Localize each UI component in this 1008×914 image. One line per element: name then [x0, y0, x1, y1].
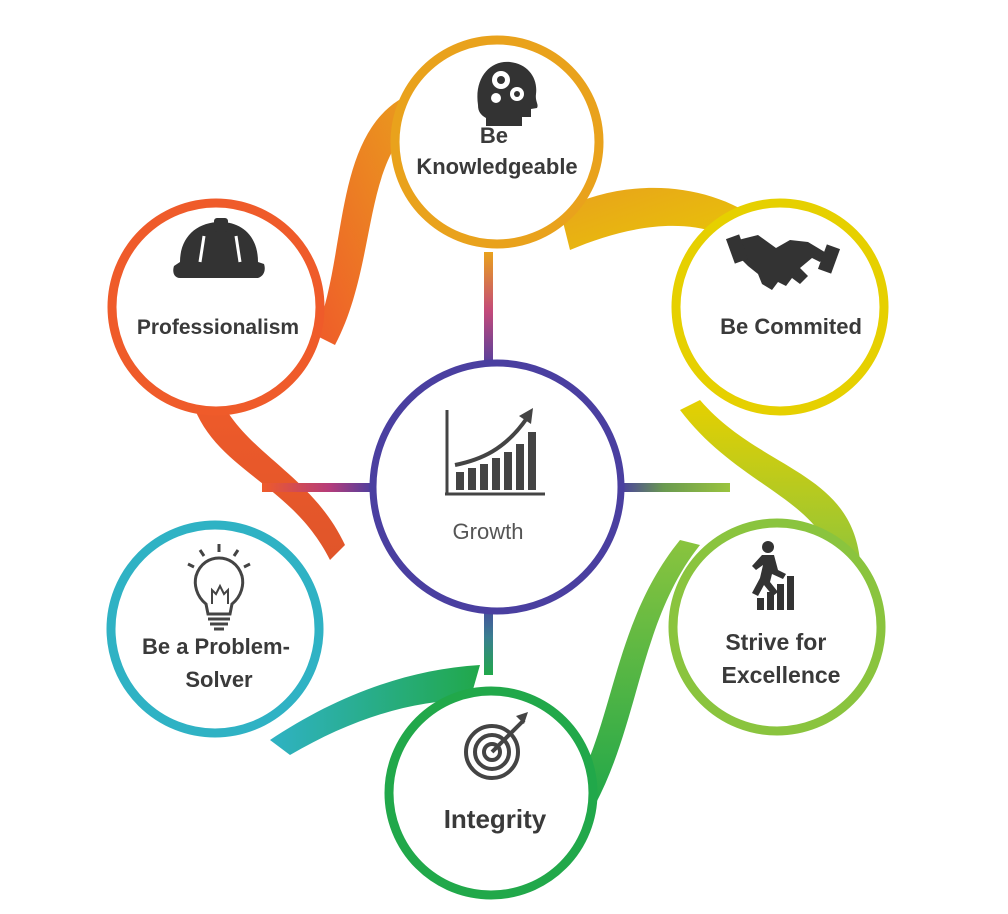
growth-chart-icon: [445, 408, 545, 496]
node-professionalism-line-1: Professionalism: [137, 316, 299, 339]
node-excellence-label: Strive for Excellence: [722, 629, 841, 688]
spokes: [262, 252, 730, 675]
handshake-icon: [725, 234, 841, 290]
labels: Be Knowledgeable Be Commited Strive for …: [137, 123, 862, 834]
ribbon-knowledgeable-to-commited: [560, 187, 790, 268]
node-commited-circle: [671, 198, 889, 416]
node-knowledgeable-circle: [390, 35, 604, 249]
spoke-left: [262, 483, 374, 492]
ribbon-commited-to-excellence: [680, 400, 860, 575]
node-professionalism-circle: [107, 198, 325, 416]
lightbulb-icon: [187, 544, 251, 631]
node-commited-line-1: Be Commited: [720, 314, 862, 339]
hard-hat-icon: [173, 218, 265, 278]
node-excellence-line-2: Excellence: [722, 662, 841, 688]
spoke-right: [620, 483, 730, 492]
ribbon-excellence-to-integrity: [575, 540, 700, 805]
node-integrity-circle: [384, 686, 598, 900]
spoke-top: [484, 252, 493, 370]
node-knowledgeable-line-1: Be: [480, 123, 508, 148]
node-excellence-circle: [668, 518, 886, 736]
ribbon-integrity-to-problem-solver: [270, 665, 480, 755]
node-commited-label: Be Commited: [720, 314, 862, 339]
center-label: Growth: [453, 519, 524, 544]
head-gears-icon: [477, 61, 538, 126]
node-problem-solver-line-2: Solver: [185, 667, 253, 692]
node-problem-solver-label: Be a Problem- Solver: [142, 634, 296, 692]
target-icon: [464, 712, 528, 780]
node-problem-solver-line-1: Be a Problem-: [142, 634, 290, 659]
node-excellence-line-1: Strive for: [725, 629, 826, 655]
ribbon-professionalism-to-knowledgeable: [315, 90, 428, 345]
node-integrity-line-1: Integrity: [444, 804, 547, 834]
node-integrity-label: Integrity: [444, 804, 547, 834]
node-professionalism-label: Professionalism: [137, 316, 299, 339]
node-knowledgeable-label: Be Knowledgeable: [416, 123, 577, 179]
spoke-bottom: [484, 600, 493, 675]
ribbons: [190, 90, 860, 805]
runner-stairs-icon: [752, 541, 794, 610]
ribbon-problem-solver-to-professionalism: [190, 385, 345, 560]
node-knowledgeable-line-2: Knowledgeable: [416, 154, 577, 179]
